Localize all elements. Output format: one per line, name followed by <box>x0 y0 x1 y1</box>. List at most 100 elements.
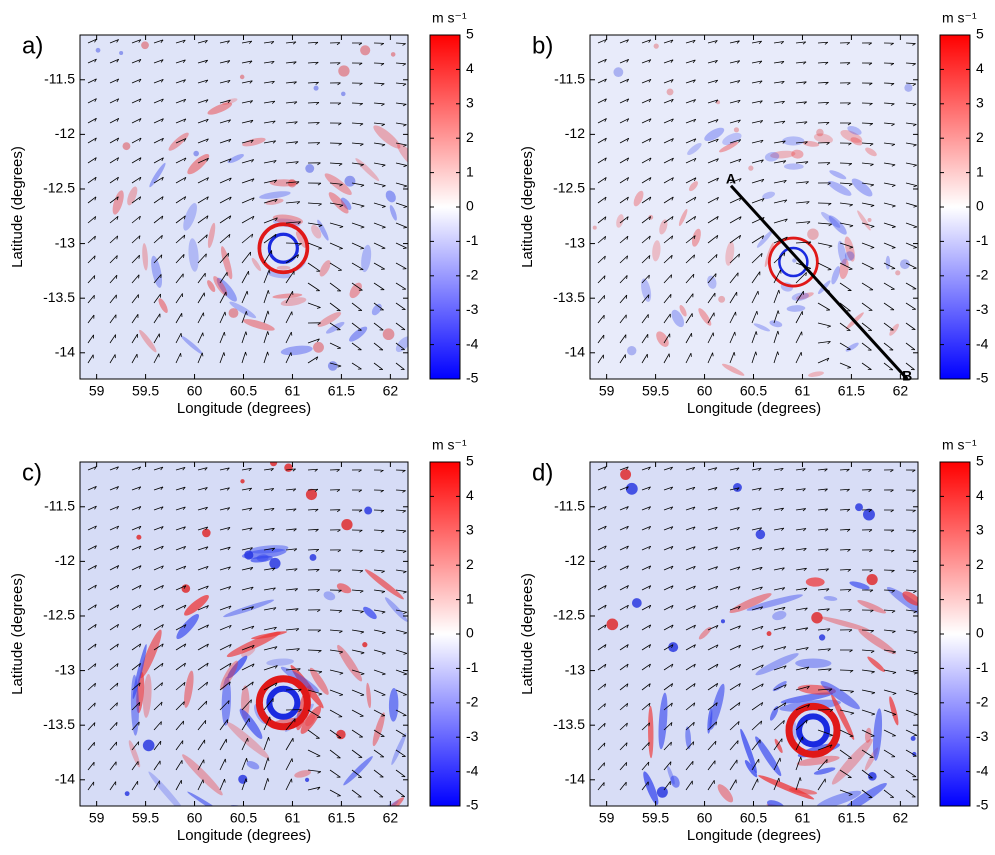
wind-vector <box>685 683 696 691</box>
wind-vector <box>641 604 651 611</box>
field-feature <box>360 45 371 56</box>
wind-vector <box>905 302 916 310</box>
wind-vector-head <box>269 716 271 721</box>
wind-vector <box>795 101 807 104</box>
wind-vector <box>839 689 854 692</box>
wind-vector <box>883 182 896 186</box>
wind-vector-head <box>761 179 765 183</box>
colorbar-tick-label: 1 <box>466 163 474 179</box>
wind-vector <box>663 157 674 164</box>
wind-vector-head <box>223 332 226 336</box>
y-tick-label: -11.5 <box>44 497 75 513</box>
wind-vector <box>707 79 718 84</box>
wind-vector <box>351 242 365 249</box>
wind-vector-head <box>625 466 629 470</box>
wind-vector-head <box>380 489 384 493</box>
wind-vector <box>109 39 119 44</box>
panel-label: c) <box>22 459 42 486</box>
wind-vector <box>861 749 874 758</box>
wind-vector <box>685 293 694 304</box>
x-tick-label: 59 <box>599 383 615 399</box>
field-feature <box>770 150 796 159</box>
wind-vector <box>685 353 692 364</box>
wind-vector <box>729 331 736 344</box>
wind-vector-head <box>381 591 386 594</box>
wind-vector <box>773 160 786 164</box>
wind-vector <box>883 222 896 228</box>
wind-vector <box>663 741 672 751</box>
field-feature <box>341 518 353 531</box>
wind-vector-head <box>204 487 208 491</box>
wind-vector-head <box>604 118 607 122</box>
wind-vector-head <box>671 157 674 162</box>
wind-vector-head <box>892 630 896 634</box>
wind-vector-head <box>252 663 255 668</box>
wind-vector-head <box>183 177 187 181</box>
field-feature <box>791 149 804 159</box>
wind-vector-head <box>604 664 607 668</box>
wind-vector <box>795 290 804 304</box>
wind-vector-head <box>868 82 873 86</box>
wind-vector <box>839 749 852 759</box>
wind-vector <box>839 262 853 270</box>
wind-vector <box>773 626 786 631</box>
wind-vector-head <box>93 275 96 280</box>
wind-vector <box>219 586 231 591</box>
wind-vector <box>219 252 229 264</box>
wind-vector-head <box>161 663 164 667</box>
colorbar-tick-label: 1 <box>976 163 984 179</box>
wind-vector <box>663 565 674 571</box>
wind-vector <box>153 662 164 671</box>
wind-vector <box>109 741 117 751</box>
field-feature <box>857 600 887 614</box>
wind-vector <box>241 467 252 471</box>
wind-vector-head <box>693 235 696 240</box>
wind-vector-head <box>228 234 231 238</box>
wind-vector <box>131 624 142 631</box>
wind-vector-head <box>761 702 764 706</box>
wind-vector <box>619 781 627 791</box>
wind-vector <box>597 78 607 84</box>
wind-vector <box>241 351 246 364</box>
wind-vector <box>883 262 896 269</box>
wind-vector-head <box>734 331 736 336</box>
field <box>590 35 918 379</box>
wind-vector <box>373 102 385 105</box>
wind-vector <box>795 181 809 184</box>
wind-vector <box>751 487 762 491</box>
wind-vector <box>241 100 253 104</box>
wind-vector-head <box>293 528 297 532</box>
field-feature <box>658 692 668 750</box>
wind-vector <box>619 294 628 304</box>
wind-vector <box>373 689 386 696</box>
wind-vector-head <box>274 234 277 238</box>
wind-vector-head <box>913 185 918 188</box>
wind-vector <box>773 80 785 84</box>
wind-vector <box>285 468 296 471</box>
wind-vector-head <box>360 248 364 250</box>
wind-vector-head <box>116 643 119 648</box>
wind-vector <box>87 604 97 611</box>
wind-vector <box>773 720 785 731</box>
wind-vector-head <box>116 216 119 220</box>
wind-vector-head <box>182 39 186 44</box>
wind-vector-head <box>94 702 96 707</box>
wind-vector <box>641 565 651 571</box>
wind-vector-head <box>229 177 232 182</box>
wind-vector <box>373 122 385 125</box>
wind-vector-head <box>758 527 762 531</box>
wind-vector <box>597 295 605 304</box>
wind-vector <box>817 341 831 344</box>
wind-vector-head <box>204 467 208 471</box>
wind-vector-head <box>604 177 607 181</box>
wind-vector-head <box>759 100 763 104</box>
field-feature <box>313 341 324 353</box>
wind-vector <box>241 40 252 44</box>
wind-vector <box>395 122 407 125</box>
wind-vector-head <box>648 235 651 240</box>
wind-vector-head <box>693 158 697 162</box>
field-feature <box>180 335 203 355</box>
wind-vector-head <box>826 588 830 592</box>
wind-vector <box>131 215 141 224</box>
